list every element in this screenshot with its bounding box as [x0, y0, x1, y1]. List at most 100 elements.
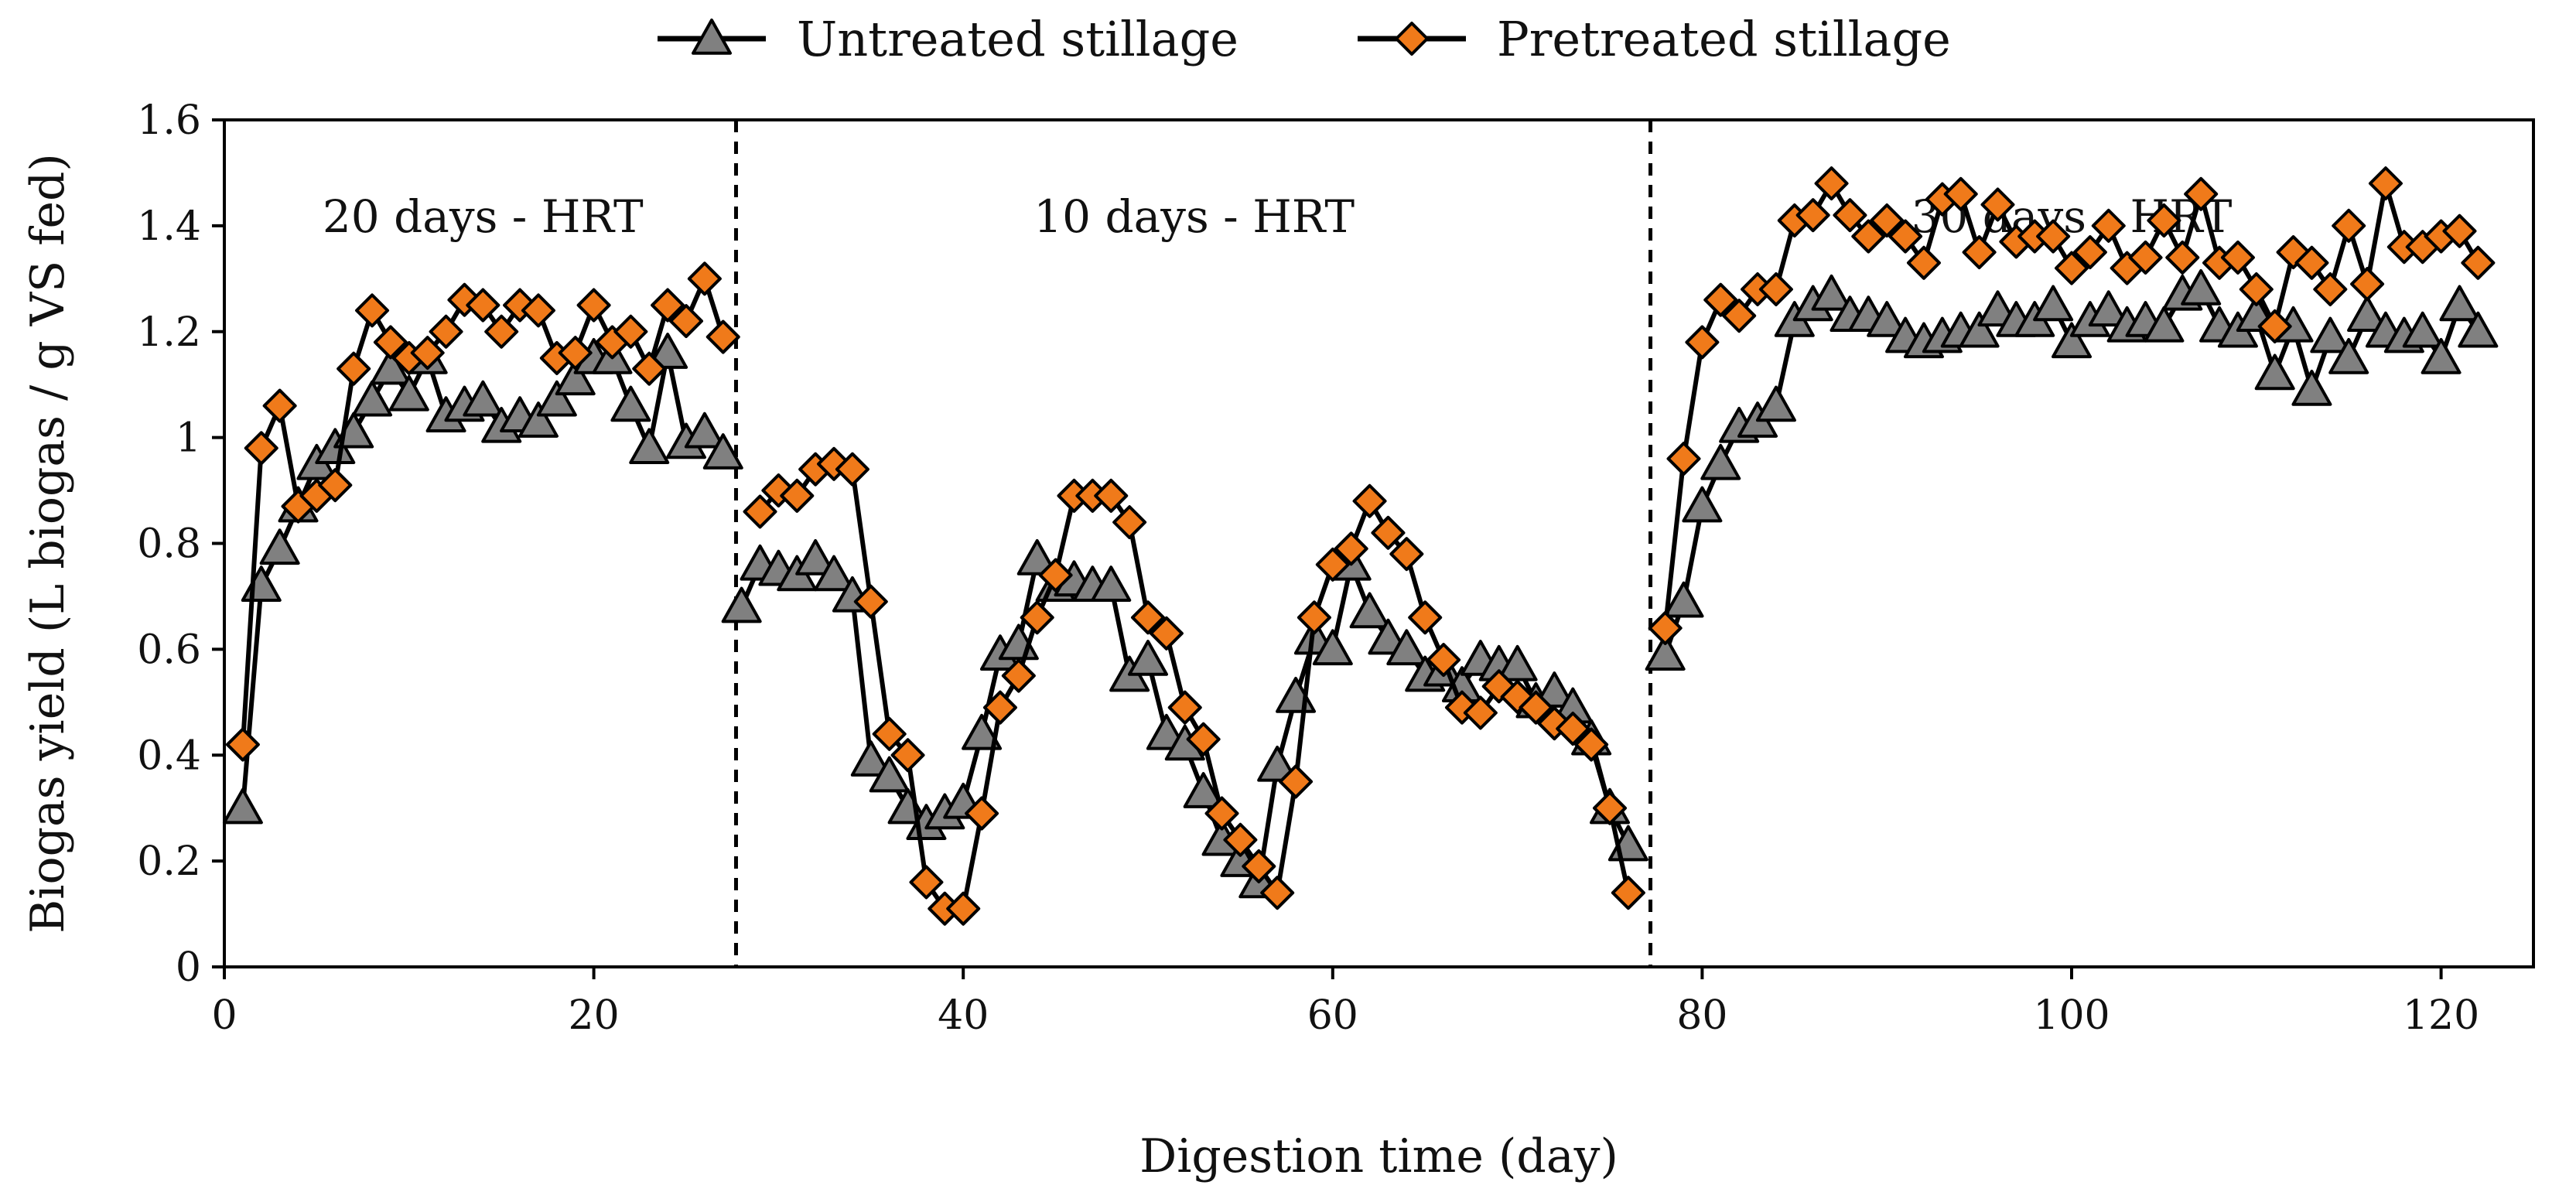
data-point [555, 359, 596, 396]
x-tick-label: 120 [2403, 992, 2479, 1039]
data-point [2347, 295, 2388, 332]
data-point [613, 314, 648, 349]
data-point [1312, 629, 1353, 666]
data-point [2088, 290, 2129, 327]
data-point [222, 787, 263, 825]
x-tick-label: 100 [2033, 992, 2110, 1039]
data-point [632, 351, 667, 386]
data-point [2254, 354, 2295, 391]
data-point [1223, 822, 1258, 857]
data-point [1811, 274, 1852, 311]
data-point [1463, 695, 1498, 730]
data-point [463, 380, 504, 417]
data-point [721, 586, 762, 623]
data-point [1758, 272, 1793, 306]
data-point [2442, 213, 2477, 248]
data-point [2402, 311, 2443, 348]
data-point [872, 716, 907, 751]
data-point [518, 401, 559, 438]
data-point [1038, 558, 1073, 593]
data-point [1685, 325, 1720, 360]
hrt-region-label: 20 days - HRT [323, 190, 644, 243]
data-point [370, 348, 411, 385]
data-point [1349, 592, 1390, 629]
data-point [1426, 643, 1461, 678]
data-point [355, 293, 390, 328]
data-point [1001, 658, 1036, 693]
data-point [1943, 176, 1978, 211]
data-point [1851, 219, 1886, 254]
data-point [2072, 235, 2107, 270]
data-point [780, 478, 815, 513]
y-tick-label: 1.4 [137, 203, 201, 250]
legend: Untreated stillage Pretreated stillage [658, 11, 1951, 67]
data-point [2181, 269, 2222, 306]
data-point [521, 293, 555, 328]
data-point [814, 555, 855, 592]
hrt-region-label: 10 days - HRT [1033, 190, 1355, 243]
data-point [2421, 337, 2462, 374]
data-point [2313, 272, 2348, 306]
data-point [835, 452, 869, 487]
data-point [2328, 337, 2369, 374]
y-tick-label: 0.6 [137, 627, 201, 673]
data-point [2239, 272, 2274, 306]
data-point [1519, 690, 1553, 725]
data-point [1149, 616, 1184, 651]
y-tick-label: 1.6 [137, 97, 201, 144]
data-point [2184, 176, 2219, 211]
data-point [1242, 849, 1276, 883]
data-point [1183, 772, 1224, 808]
data-point [702, 433, 743, 470]
data-point [1556, 712, 1590, 746]
data-point [373, 325, 408, 360]
y-tick-label: 1.2 [137, 309, 201, 356]
data-point [429, 314, 463, 349]
data-point [2310, 316, 2351, 354]
data-point [647, 333, 688, 369]
legend-marker [692, 19, 732, 55]
data-point [651, 288, 685, 323]
x-tick-label: 80 [1676, 992, 1727, 1039]
data-point [909, 865, 944, 900]
y-axis-label: Biogas yield (L biogas / g VS fed) [21, 153, 75, 934]
data-point [352, 380, 393, 417]
data-point [1888, 219, 1923, 254]
data-point [1334, 531, 1368, 566]
data-point [2332, 208, 2366, 243]
x-tick-label: 60 [1307, 992, 1358, 1039]
data-point [1297, 600, 1331, 635]
y-tick-label: 0 [176, 944, 201, 991]
series-diamond [225, 166, 2496, 926]
data-point [1016, 539, 1057, 576]
y-tick-label: 0.2 [137, 838, 201, 885]
data-point [890, 738, 925, 773]
data-point [259, 528, 300, 565]
data-point [1204, 796, 1239, 831]
data-point [1870, 203, 1905, 238]
data-point [1611, 876, 1645, 910]
y-tick-label: 1 [176, 415, 201, 462]
data-point [2350, 267, 2385, 302]
data-point [1315, 547, 1350, 582]
data-point [1906, 245, 1941, 280]
data-point [1703, 282, 1738, 317]
data-point [705, 319, 740, 354]
data-point [743, 494, 777, 529]
data-point [1020, 600, 1054, 635]
data-point [1371, 515, 1406, 550]
data-point [946, 891, 981, 926]
data-point [2091, 208, 2126, 243]
data-point [2461, 245, 2496, 280]
data-point [1497, 644, 1538, 681]
data-point [853, 584, 888, 619]
data-point [1833, 198, 1867, 233]
y-tick-label: 0.4 [137, 733, 201, 779]
data-point [2368, 166, 2403, 201]
data-point [1663, 581, 1704, 618]
data-point [1131, 600, 1165, 635]
data-point [410, 336, 445, 371]
series-line [240, 276, 726, 745]
legend-label: Untreated stillage [797, 11, 1238, 67]
